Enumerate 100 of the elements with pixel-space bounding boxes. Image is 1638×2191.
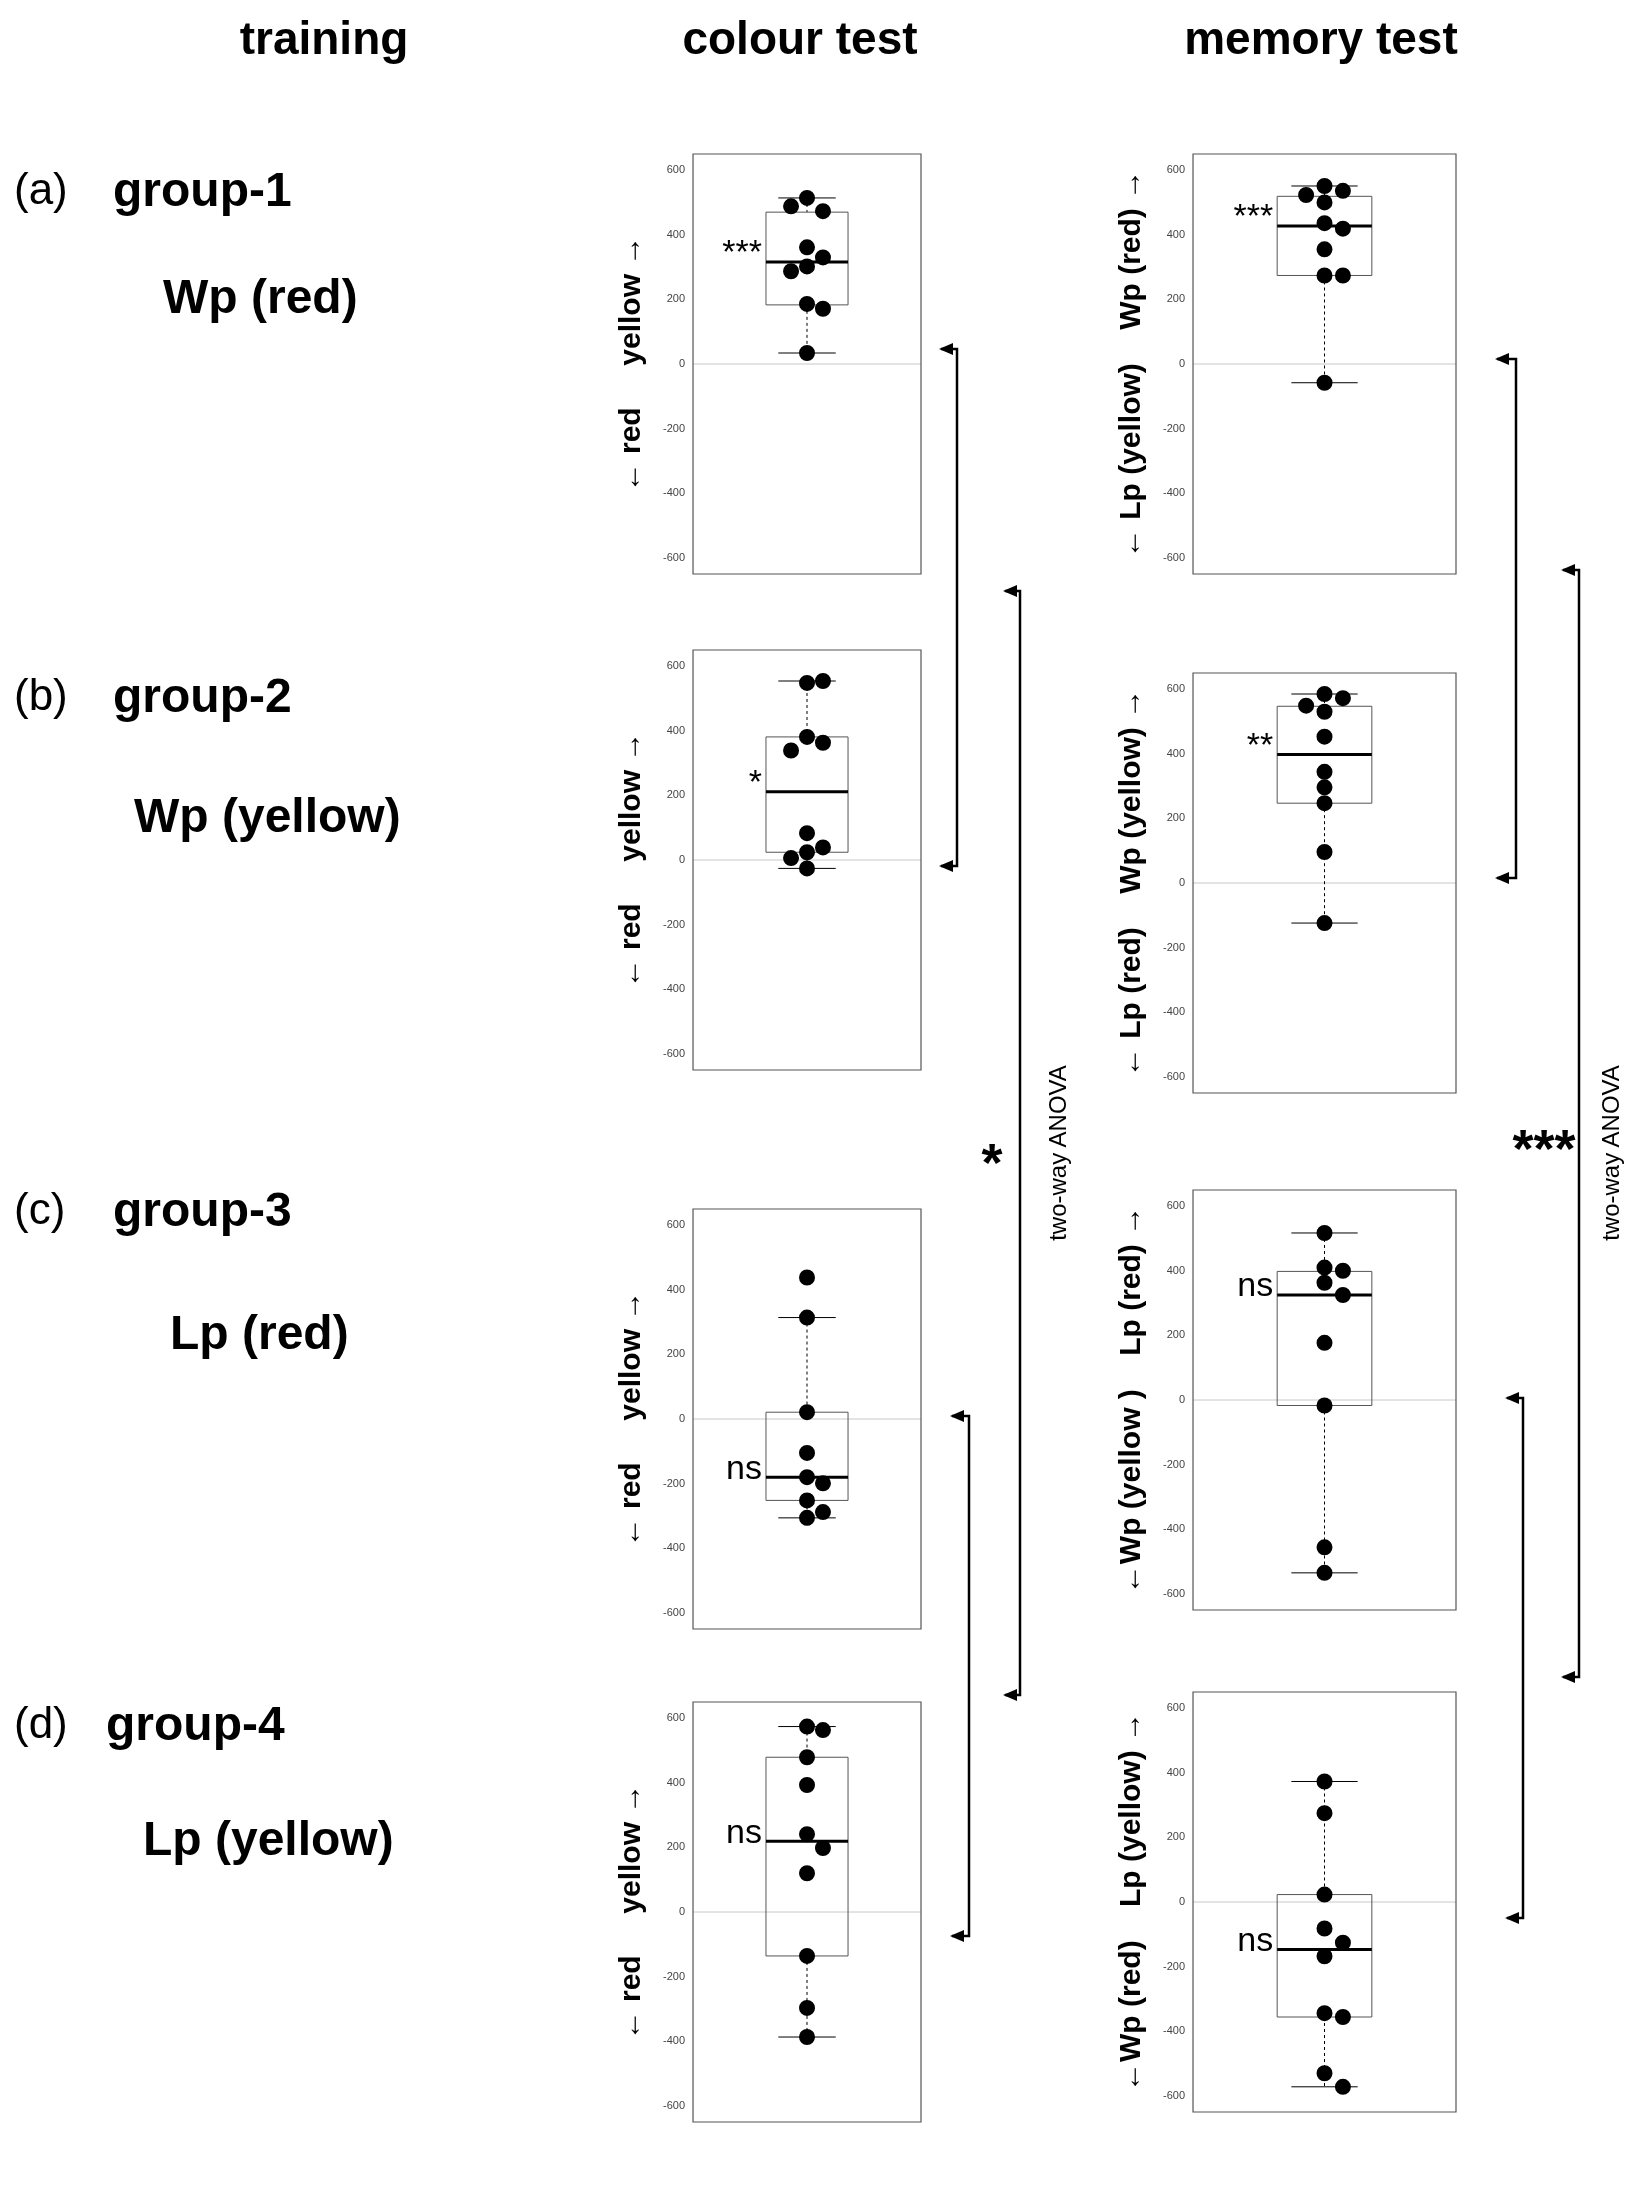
y-tick-label: 200: [1166, 811, 1186, 824]
y-tick-label: -400: [1162, 1522, 1186, 1535]
point: [1316, 215, 1333, 232]
y-tick-label: 200: [1166, 292, 1186, 305]
y-tick-label: -600: [1162, 550, 1186, 563]
text: ***: [1512, 1117, 1576, 1179]
y-tick-label: 0: [678, 1905, 686, 1918]
point: [1316, 1773, 1333, 1790]
y-axis-title: ← red yellow →: [613, 731, 647, 989]
y-tick-label: 200: [1166, 1328, 1186, 1341]
y-axis-title: ← red yellow →: [613, 1290, 647, 1548]
point: [1316, 1539, 1333, 1556]
annotation: **: [1246, 724, 1274, 763]
y-tick-label: 600: [1166, 1199, 1186, 1212]
point: [799, 1444, 816, 1461]
y-tick-label: -400: [1162, 486, 1186, 499]
annotation: ns: [1237, 1265, 1274, 1304]
y-tick-label: 600: [1166, 1701, 1186, 1714]
text: group-3: [113, 1181, 292, 1237]
y-tick-label: 200: [666, 1347, 686, 1360]
point: [799, 2029, 816, 2046]
point: [1316, 703, 1333, 720]
point: [799, 1947, 816, 1964]
point: [1316, 241, 1333, 258]
y-tick-label: 600: [666, 659, 686, 672]
point: [799, 1718, 816, 1735]
point: [1316, 1886, 1333, 1903]
y-tick-label: 600: [666, 1218, 686, 1231]
text: group-1: [113, 161, 292, 217]
y-tick-label: -600: [662, 2098, 686, 2111]
point: [799, 1269, 816, 1286]
annotation: ns: [1237, 1919, 1274, 1958]
point: [799, 1999, 816, 2016]
point: [1316, 374, 1333, 391]
point: [1316, 779, 1333, 796]
annotation: ***: [1233, 196, 1274, 235]
point: [1316, 795, 1333, 812]
point: [1316, 915, 1333, 932]
point: [1316, 267, 1333, 284]
y-tick-label: 200: [666, 292, 686, 305]
y-tick-label: 600: [1166, 682, 1186, 695]
y-tick-label: 400: [1166, 746, 1186, 759]
point: [799, 1492, 816, 1509]
text: training: [239, 11, 409, 65]
point: [799, 1309, 816, 1326]
point: [799, 1865, 816, 1882]
y-tick-label: -400: [1162, 1005, 1186, 1018]
point: [1316, 1259, 1333, 1276]
point: [1316, 763, 1333, 780]
point: [1316, 2065, 1333, 2082]
y-tick-label: -400: [662, 2034, 686, 2047]
y-axis-title: ←Wp (red) Lp (yellow) →: [1113, 1712, 1147, 2092]
point: [799, 1749, 816, 1766]
y-tick-label: 200: [666, 788, 686, 801]
y-tick-label: -600: [1162, 1586, 1186, 1599]
y-tick-label: 400: [666, 227, 686, 240]
point: [799, 1777, 816, 1794]
point: [1316, 2005, 1333, 2022]
text: two-way ANOVA: [1044, 1065, 1072, 1241]
point: [799, 1826, 816, 1843]
point: [799, 1509, 816, 1526]
point: [1316, 728, 1333, 745]
y-axis-title: ← Lp (red) Wp (yellow) →: [1113, 688, 1147, 1078]
point: [1316, 1334, 1333, 1351]
y-tick-label: -200: [662, 917, 686, 930]
y-tick-label: -600: [662, 1605, 686, 1618]
point: [1316, 1397, 1333, 1414]
point: [1316, 194, 1333, 211]
y-tick-label: -600: [662, 1046, 686, 1059]
y-axis-title: ← red yellow →: [613, 1783, 647, 2041]
text: Lp (yellow): [143, 1810, 394, 1866]
y-tick-label: -200: [662, 421, 686, 434]
y-tick-label: -200: [1162, 940, 1186, 953]
text: Wp (yellow): [134, 787, 401, 843]
annotation: *: [748, 762, 762, 801]
point: [1316, 1224, 1333, 1241]
y-tick-label: 600: [666, 163, 686, 176]
point: [1316, 1805, 1333, 1822]
y-tick-label: 400: [666, 1282, 686, 1295]
point: [1316, 843, 1333, 860]
text: group-2: [113, 667, 292, 723]
point: [799, 1404, 816, 1421]
y-tick-label: 0: [678, 1412, 686, 1425]
y-tick-label: -200: [662, 1969, 686, 1982]
y-tick-label: 400: [1166, 1263, 1186, 1276]
y-tick-label: 600: [1166, 163, 1186, 176]
y-tick-label: -200: [662, 1476, 686, 1489]
y-tick-label: 600: [666, 1711, 686, 1724]
y-tick-label: 200: [1166, 1830, 1186, 1843]
y-tick-label: 0: [678, 357, 686, 370]
text: memory test: [1184, 11, 1458, 65]
y-tick-label: -600: [1162, 1069, 1186, 1082]
text: (d): [14, 1698, 68, 1748]
annotation: ns: [726, 1447, 762, 1486]
y-tick-label: 200: [666, 1840, 686, 1853]
point: [1316, 1564, 1333, 1581]
point: [1316, 686, 1333, 702]
point: [1316, 177, 1333, 194]
text: colour test: [682, 11, 918, 65]
annotation: ***: [722, 232, 762, 271]
